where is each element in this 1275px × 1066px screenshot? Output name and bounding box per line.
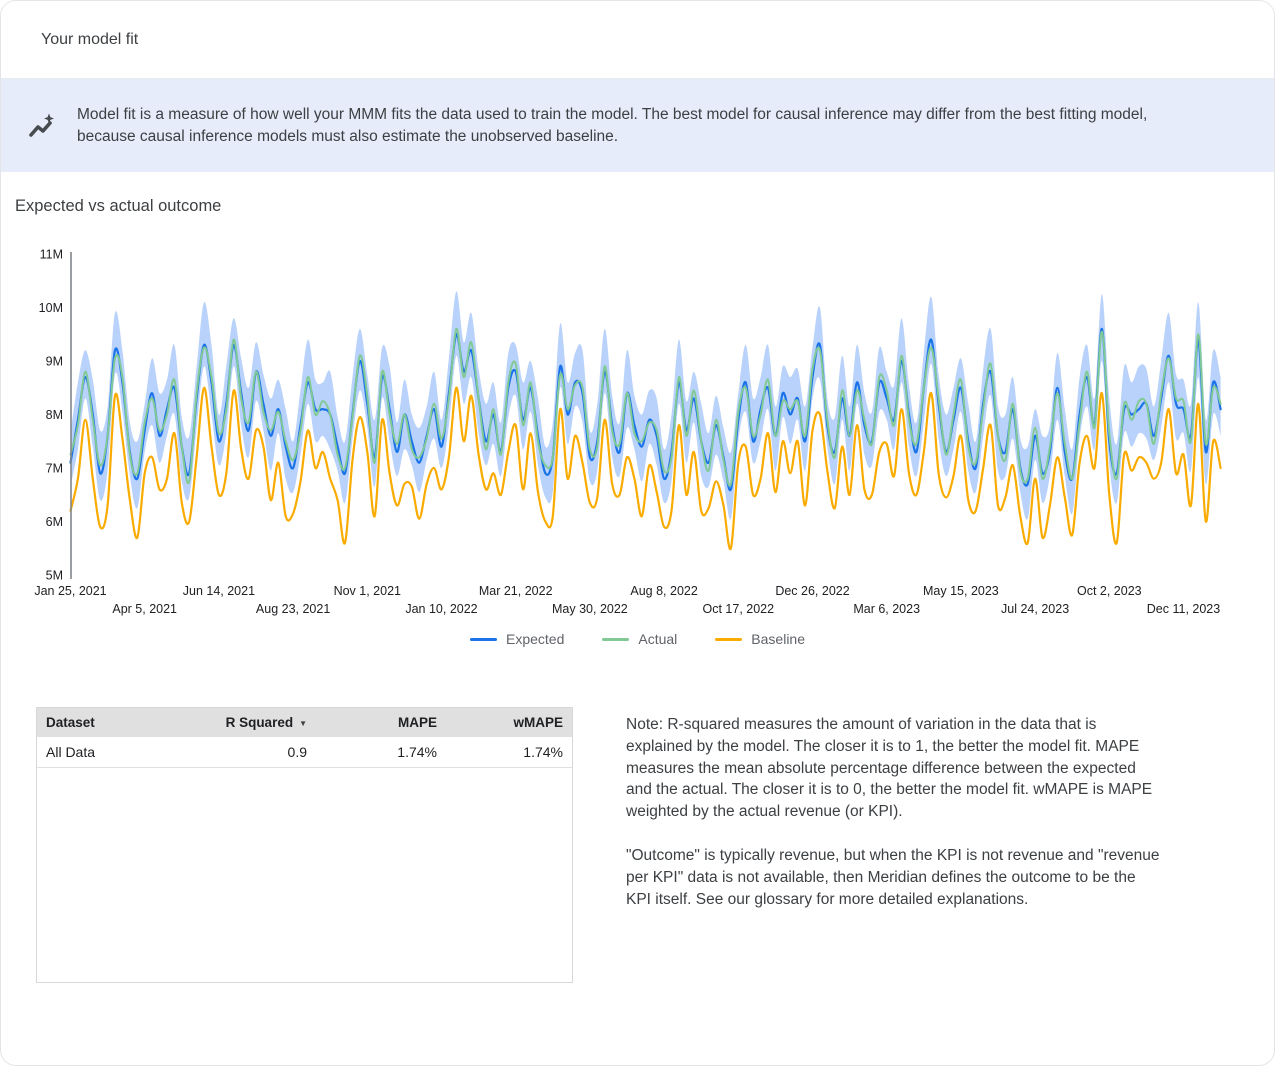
x-tick-label: Apr 5, 2021 <box>112 602 177 616</box>
chart-title: Expected vs actual outcome <box>15 197 222 215</box>
model-fit-table: Dataset R Squared ▼ MAPE wMAPE All Data 0… <box>36 707 573 983</box>
legend-item[interactable]: Expected <box>470 631 564 647</box>
x-tick-label: Aug 8, 2022 <box>630 584 697 598</box>
baseline-line-swatch <box>715 637 743 641</box>
y-tick-label: 10M <box>39 301 63 315</box>
insights-icon <box>27 112 55 140</box>
x-tick-label: Jan 10, 2022 <box>405 602 477 616</box>
y-tick-label: 5M <box>46 569 63 583</box>
x-tick-label: Jul 24, 2023 <box>1001 602 1069 616</box>
legend-label: Expected <box>506 631 565 647</box>
x-tick-label: Dec 26, 2022 <box>775 584 849 598</box>
baseline-line <box>69 386 1222 551</box>
cell-mape: 1.74% <box>397 744 437 760</box>
legend-item[interactable]: Actual <box>602 631 677 647</box>
bottom-section: Dataset R Squared ▼ MAPE wMAPE All Data 0… <box>1 707 1274 983</box>
legend-label: Actual <box>638 631 678 647</box>
y-tick-label: 6M <box>46 515 63 529</box>
note-text: Note: R-squared measures the amount of v… <box>626 707 1163 910</box>
x-tick-label: May 15, 2023 <box>923 584 999 598</box>
x-tick-label: Dec 11, 2023 <box>1147 602 1220 616</box>
card-header: Your model fit <box>1 1 1274 79</box>
y-tick-label: 9M <box>46 355 63 369</box>
actual-line <box>69 327 1222 487</box>
info-banner: Model fit is a measure of how well your … <box>1 79 1274 172</box>
page-title: Your model fit <box>41 30 139 48</box>
x-tick-label: Oct 17, 2022 <box>703 602 775 616</box>
y-tick-label: 8M <box>46 408 63 422</box>
note-paragraph-1: Note: R-squared measures the amount of v… <box>626 716 1153 821</box>
column-header-dataset: Dataset <box>46 715 95 730</box>
x-tick-label: Oct 2, 2023 <box>1077 584 1142 598</box>
banner-text: Model fit is a measure of how well your … <box>77 105 1148 145</box>
x-tick-label: Mar 21, 2022 <box>479 584 553 598</box>
x-tick-label: May 30, 2022 <box>552 602 628 616</box>
column-header-mape: MAPE <box>397 715 437 730</box>
y-tick-label: 11M <box>40 248 63 262</box>
table-header-row: Dataset R Squared ▼ MAPE wMAPE <box>37 708 572 737</box>
column-header-wmape: wMAPE <box>513 715 563 730</box>
table-empty-area <box>37 768 572 982</box>
cell-r-squared: 0.9 <box>287 744 307 760</box>
expected-line-swatch <box>470 637 497 641</box>
column-header-r-squared[interactable]: R Squared ▼ <box>225 715 307 730</box>
sort-desc-icon: ▼ <box>299 719 307 728</box>
x-tick-label: Aug 23, 2021 <box>256 602 330 616</box>
note-paragraph-2: "Outcome" is typically revenue, but when… <box>626 846 1160 908</box>
x-tick-label: Jun 14, 2021 <box>183 584 255 598</box>
cell-wmape: 1.74% <box>523 744 563 760</box>
x-tick-label: Jan 25, 2021 <box>34 584 106 598</box>
legend-item[interactable]: Baseline <box>715 631 805 647</box>
y-tick-label: 7M <box>46 462 63 476</box>
x-tick-label: Mar 6, 2023 <box>853 602 920 616</box>
legend-label: Baseline <box>751 631 805 647</box>
table-row: All Data 0.9 1.74% 1.74% <box>37 737 572 768</box>
x-tick-label: Nov 1, 2021 <box>334 584 401 598</box>
chart-legend: Expected Actual Baseline <box>1 629 1274 649</box>
actual-line-swatch <box>602 637 630 641</box>
cell-dataset: All Data <box>46 744 96 760</box>
